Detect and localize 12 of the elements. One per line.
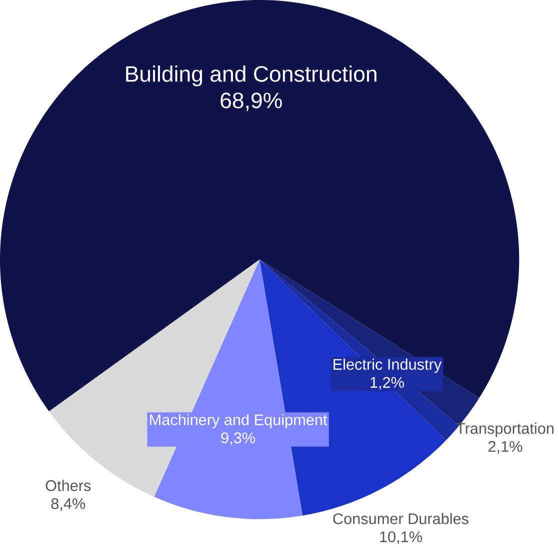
data-label: 2,1%	[488, 441, 522, 454]
slice-label: Electric Industry	[334, 358, 442, 374]
data-label: 9,3%	[221, 432, 256, 446]
data-label: 1,2%	[370, 377, 404, 390]
data-label: 68,9%	[220, 92, 282, 112]
slice-label: Consumer Durables	[333, 513, 468, 524]
slice-label: Transportation	[456, 422, 554, 438]
data-label: 8,4%	[51, 498, 86, 512]
slice-label: Building and Construction	[126, 66, 376, 86]
data-label: 10,1%	[380, 532, 422, 544]
slice-label: Others	[46, 480, 91, 492]
slice-label: Machinery and Equipment	[150, 414, 328, 429]
